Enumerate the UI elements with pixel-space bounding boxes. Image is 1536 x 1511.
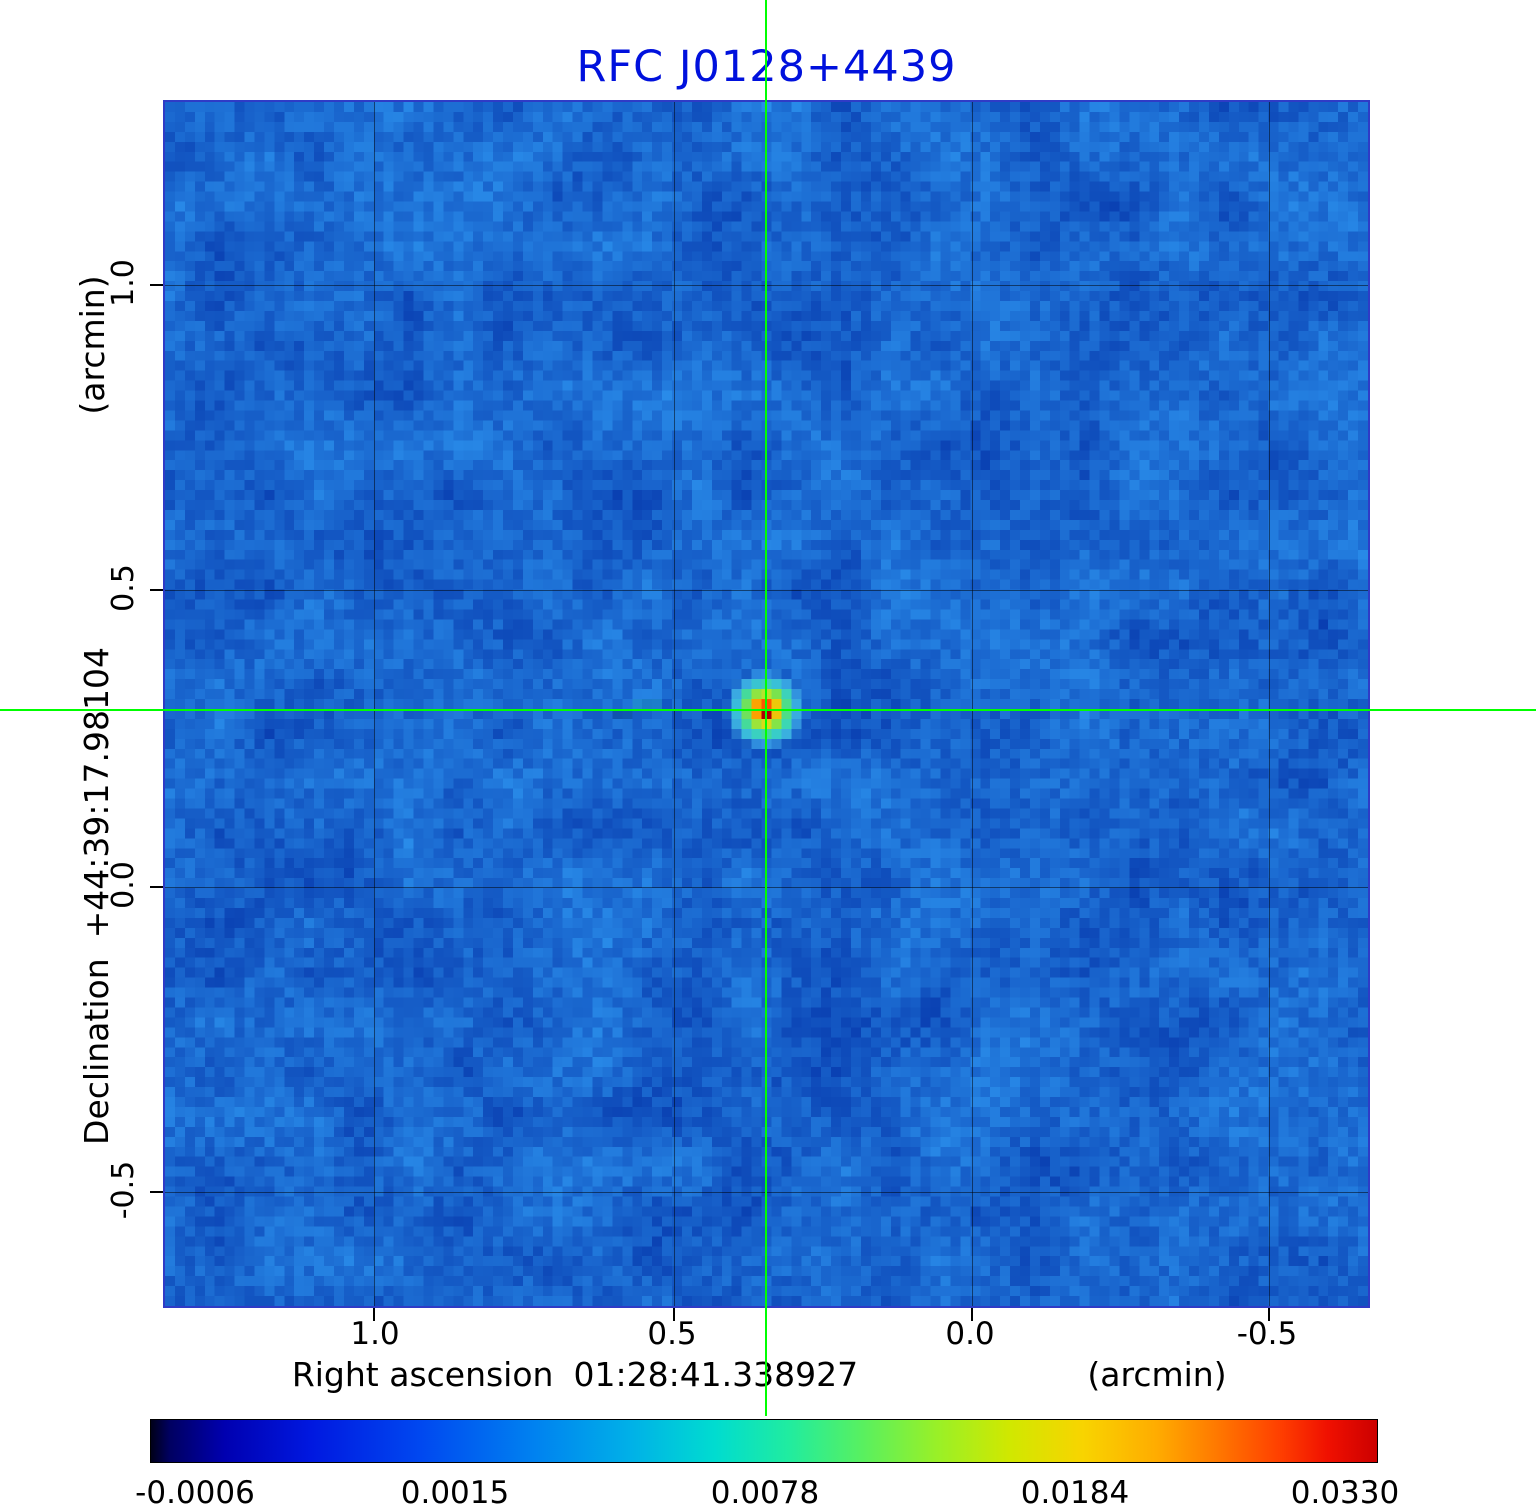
- colorbar-tick-label: 0.0078: [710, 1475, 820, 1511]
- x-axis-unit-label: (arcmin): [1087, 1355, 1227, 1394]
- crosshair-vertical-line: [765, 0, 767, 1416]
- x-tick-mark: [373, 1308, 375, 1321]
- grid-line-vertical: [674, 102, 675, 1306]
- grid-line-vertical: [374, 102, 375, 1306]
- x-tick-label: 1.0: [350, 1316, 400, 1352]
- colorbar-gradient: [150, 1419, 1378, 1463]
- grid-line-vertical: [1269, 102, 1270, 1306]
- y-tick-mark: [150, 886, 163, 888]
- colorbar-tick-label: 0.0330: [1290, 1475, 1400, 1511]
- crosshair-horizontal-line: [0, 709, 1536, 711]
- x-tick-label: -0.5: [1236, 1316, 1298, 1352]
- grid-line-vertical: [972, 102, 973, 1306]
- y-axis-coordinate: +44:39:17.98104: [77, 647, 116, 939]
- x-tick-label: 0.0: [945, 1316, 995, 1352]
- y-axis-title-text: Declination: [77, 958, 116, 1145]
- y-tick-label: 1.0: [106, 259, 141, 307]
- y-axis-title: Declination +44:39:17.98104: [77, 616, 116, 1176]
- y-axis-unit-label: (arcmin): [73, 275, 112, 415]
- x-axis-title-text: Right ascension: [291, 1355, 554, 1394]
- x-tick-mark: [673, 1308, 675, 1321]
- colorbar-tick-label: 0.0015: [400, 1475, 510, 1511]
- colorbar-tick-label: 0.0184: [1020, 1475, 1130, 1511]
- y-tick-mark: [150, 1191, 163, 1193]
- y-tick-mark: [150, 589, 163, 591]
- x-tick-mark: [971, 1308, 973, 1321]
- x-axis-coordinate: 01:28:41.338927: [573, 1355, 859, 1394]
- colorbar-tick-label: -0.0006: [135, 1475, 255, 1511]
- y-tick-mark: [150, 284, 163, 286]
- x-axis-title: Right ascension 01:28:41.338927: [195, 1355, 955, 1394]
- x-tick-mark: [1268, 1308, 1270, 1321]
- x-tick-label: 0.5: [647, 1316, 697, 1352]
